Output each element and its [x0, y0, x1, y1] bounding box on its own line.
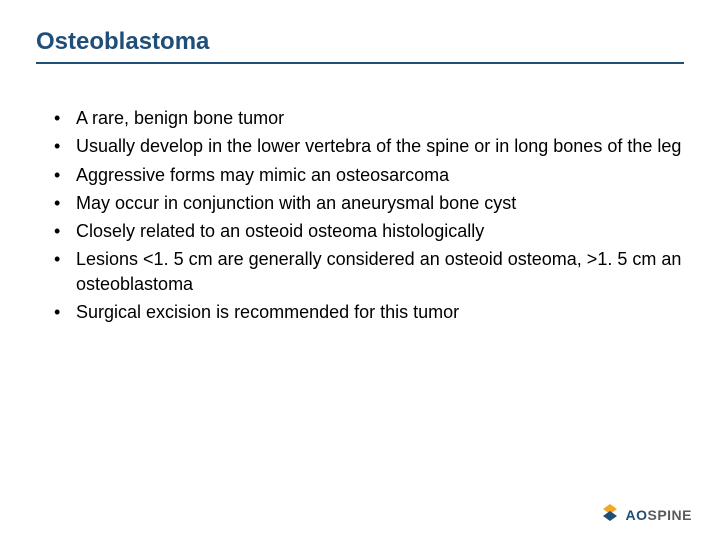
list-item: Closely related to an osteoid osteoma hi…	[54, 219, 684, 243]
bullet-list: A rare, benign bone tumor Usually develo…	[36, 106, 684, 324]
aospine-icon	[601, 503, 619, 526]
logo-text-spine: SPINE	[647, 507, 692, 523]
list-item: A rare, benign bone tumor	[54, 106, 684, 130]
logo-text: AOSPINE	[625, 507, 692, 523]
page-title: Osteoblastoma	[36, 28, 684, 56]
list-item: Surgical excision is recommended for thi…	[54, 300, 684, 324]
list-item: Aggressive forms may mimic an osteosarco…	[54, 163, 684, 187]
footer-logo: AOSPINE	[601, 503, 692, 526]
title-underline	[36, 62, 684, 64]
list-item: Usually develop in the lower vertebra of…	[54, 134, 684, 158]
list-item: May occur in conjunction with an aneurys…	[54, 191, 684, 215]
logo-text-ao: AO	[625, 507, 647, 523]
slide: Osteoblastoma A rare, benign bone tumor …	[0, 0, 720, 540]
list-item: Lesions <1. 5 cm are generally considere…	[54, 247, 684, 296]
